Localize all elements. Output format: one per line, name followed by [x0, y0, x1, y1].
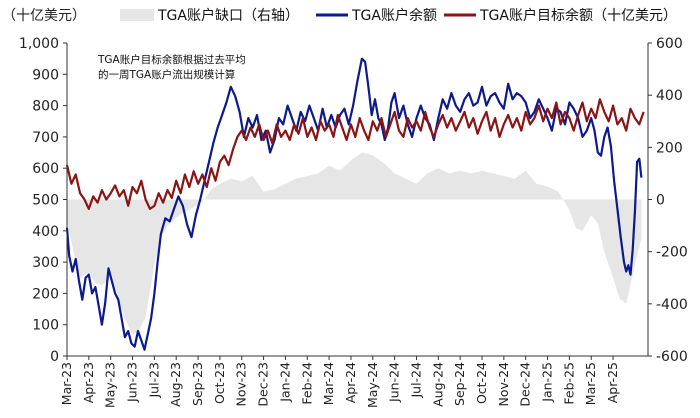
x-tick-label: Mar-25: [583, 362, 598, 405]
right-tick-label: 200: [656, 140, 683, 156]
right-tick-label: 400: [656, 88, 683, 104]
x-tick-label: Mar-23: [59, 362, 74, 405]
x-tick-label: Apr-23: [81, 362, 96, 403]
x-tick-label: May-23: [103, 362, 118, 408]
left-tick-label: 400: [32, 224, 59, 240]
left-tick-label: 800: [32, 99, 59, 115]
annotation-line-1: TGA账户目标余额根据过去平均: [97, 53, 246, 66]
legend-label-target: TGA账户目标余额（十亿美元）: [479, 7, 677, 24]
right-axis-ticks: -600 -400 -200 0 200 400 600: [648, 36, 688, 365]
left-tick-label: 1,000: [19, 36, 59, 52]
legend: TGA账户缺口（右轴） TGA账户余额 TGA账户目标余额（十亿美元）: [120, 7, 677, 24]
left-tick-label: 0: [50, 349, 59, 365]
x-tick-label: Feb-25: [561, 362, 576, 405]
right-tick-label: 600: [656, 36, 683, 52]
x-tick-label: Jan-24: [277, 362, 292, 403]
x-tick-label: Aug-24: [430, 362, 445, 407]
x-tick-label: Mar-24: [321, 362, 336, 405]
x-tick-label: Nov-23: [234, 362, 249, 406]
x-tick-label: Sep-24: [452, 362, 467, 406]
legend-label-gap: TGA账户缺口（右轴）: [157, 7, 299, 24]
legend-label-balance: TGA账户余额: [351, 7, 437, 24]
left-tick-label: 900: [32, 67, 59, 83]
series-balance-line: [65, 57, 643, 351]
x-tick-label: Jun-24: [387, 362, 402, 403]
x-tick-label: Jul-23: [146, 362, 161, 399]
left-tick-label: 300: [32, 255, 59, 271]
x-tick-label: Feb-24: [299, 362, 314, 405]
left-tick-label: 600: [32, 161, 59, 177]
right-tick-label: -400: [656, 297, 688, 313]
x-tick-label: Jan-25: [540, 362, 555, 403]
legend-swatch-gap: [120, 9, 154, 21]
gap-area-layer: [67, 152, 642, 336]
x-tick-label: Aug-23: [168, 362, 183, 407]
series-line-layer: [65, 57, 645, 351]
left-tick-label: 100: [32, 318, 59, 334]
right-tick-label: -600: [656, 349, 688, 365]
left-tick-label: 500: [32, 193, 59, 209]
series-gap-area: [67, 152, 642, 336]
x-tick-label: Jun-23: [125, 362, 140, 403]
x-tick-label: May-24: [365, 362, 380, 408]
annotation-line-2: 的一周TGA账户流出规模计算: [98, 68, 235, 81]
right-tick-label: -200: [656, 245, 688, 261]
x-tick-label: Oct-24: [474, 362, 489, 404]
x-tick-label: Dec-24: [518, 362, 533, 407]
x-tick-label: Apr-25: [605, 362, 620, 403]
x-tick-label: Nov-24: [496, 362, 511, 407]
x-tick-label: Apr-24: [343, 362, 358, 403]
left-tick-label: 700: [32, 130, 59, 146]
x-tick-label: Jul-24: [408, 362, 423, 399]
series-target-line: [65, 98, 645, 210]
x-tick-label: Dec-23: [256, 362, 271, 407]
x-tick-label: Sep-23: [190, 362, 205, 406]
x-tick-label: Oct-23: [212, 362, 227, 404]
left-axis-unit: （十亿美元）: [2, 8, 86, 24]
x-axis-ticks: Mar-23 Apr-23 May-23 Jun-23 Jul-23 Aug-23 Sep-…: [59, 356, 620, 408]
left-tick-label: 200: [32, 286, 59, 302]
left-axis-ticks: 0 100 200 300 400 500 600 700 800 900 1,000: [19, 36, 67, 365]
right-tick-label: 0: [656, 193, 665, 209]
